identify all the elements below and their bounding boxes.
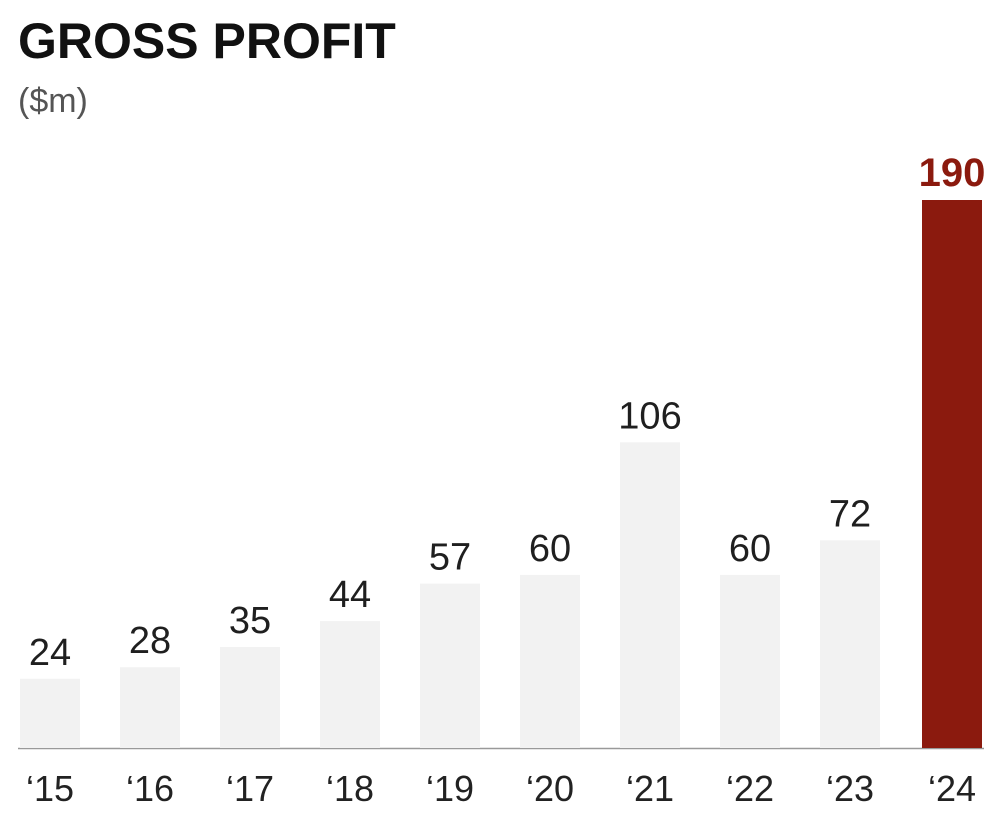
x-tick-label-8: ‘23 — [826, 768, 874, 809]
bar-7 — [720, 574, 780, 748]
data-label-6: 106 — [618, 395, 681, 437]
x-tick-label-1: ‘16 — [126, 768, 174, 809]
data-label-1: 28 — [129, 620, 171, 662]
x-tick-label-7: ‘22 — [726, 768, 774, 809]
chart-subtitle: ($m) — [18, 82, 88, 120]
x-tick-label-0: ‘15 — [26, 768, 74, 809]
data-label-4: 57 — [429, 537, 471, 579]
data-label-8: 72 — [829, 493, 871, 535]
bar-9 — [922, 200, 982, 748]
x-tick-label-3: ‘18 — [326, 768, 374, 809]
data-label-2: 35 — [229, 600, 271, 642]
x-tick-label-5: ‘20 — [526, 768, 574, 809]
data-label-3: 44 — [329, 574, 371, 616]
bar-3 — [320, 621, 380, 748]
bar-1 — [120, 667, 180, 748]
x-tick-label-2: ‘17 — [226, 768, 274, 809]
bar-0 — [20, 678, 80, 748]
bar-4 — [420, 583, 480, 748]
x-tick-label-6: ‘21 — [626, 768, 674, 809]
data-label-0: 24 — [29, 632, 71, 674]
x-tick-label-4: ‘19 — [426, 768, 474, 809]
bar-2 — [220, 647, 280, 748]
data-label-7: 60 — [729, 528, 771, 570]
bar-6 — [620, 442, 680, 748]
bar-8 — [820, 540, 880, 748]
bar-5 — [520, 574, 580, 748]
x-tick-label-9: ‘24 — [928, 768, 976, 809]
data-label-9: 190 — [919, 151, 986, 195]
chart-title: GROSS PROFIT — [18, 13, 396, 69]
data-label-5: 60 — [529, 528, 571, 570]
